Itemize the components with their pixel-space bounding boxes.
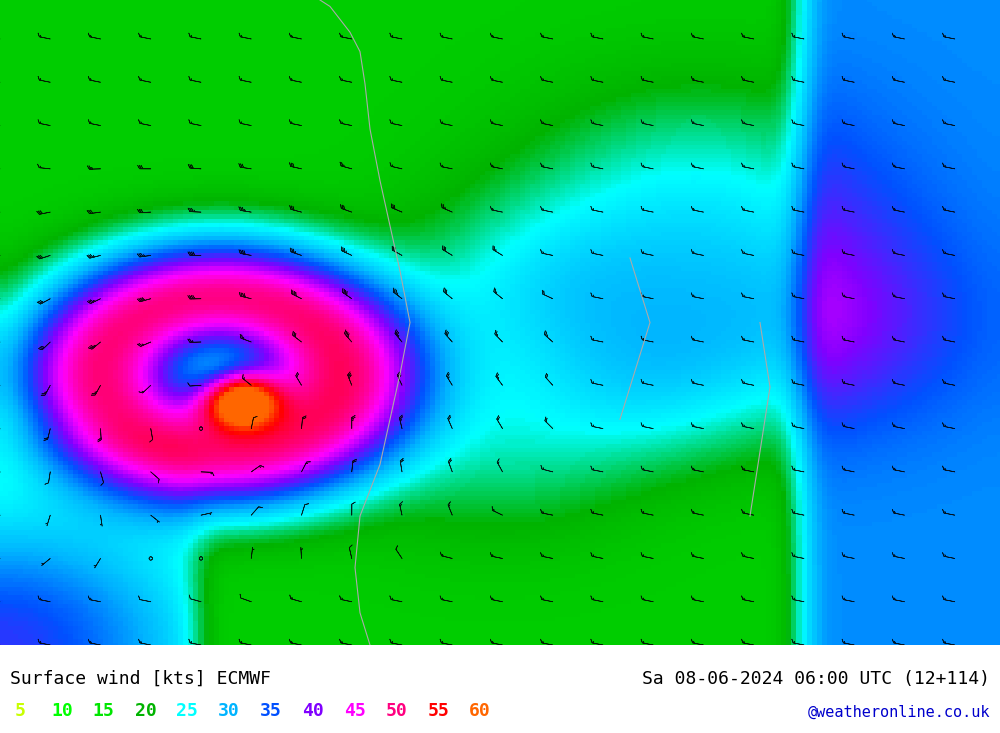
Text: 50: 50: [385, 701, 407, 720]
Text: @weatheronline.co.uk: @weatheronline.co.uk: [808, 705, 990, 720]
Text: Surface wind [kts] ECMWF: Surface wind [kts] ECMWF: [10, 670, 271, 688]
Text: 55: 55: [427, 701, 449, 720]
Text: 25: 25: [176, 701, 198, 720]
Text: 30: 30: [218, 701, 240, 720]
Text: 45: 45: [344, 701, 365, 720]
Text: 35: 35: [260, 701, 282, 720]
Text: 20: 20: [135, 701, 156, 720]
Text: 60: 60: [469, 701, 491, 720]
Text: 40: 40: [302, 701, 324, 720]
Text: 10: 10: [51, 701, 73, 720]
Text: 5: 5: [15, 701, 25, 720]
Text: 15: 15: [93, 701, 115, 720]
Text: Sa 08-06-2024 06:00 UTC (12+114): Sa 08-06-2024 06:00 UTC (12+114): [642, 670, 990, 688]
